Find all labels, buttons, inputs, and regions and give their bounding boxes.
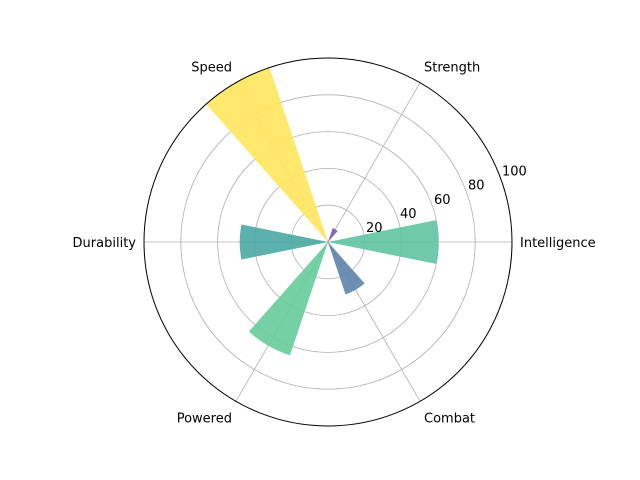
category-label-intelligence: Intelligence — [520, 236, 596, 251]
bar-durability — [239, 224, 328, 260]
r-tick-label-60: 60 — [434, 193, 451, 208]
category-label-combat: Combat — [424, 411, 475, 426]
r-tick-label-20: 20 — [366, 221, 383, 236]
category-label-powered: Powered — [177, 411, 232, 426]
polar-frame — [143, 57, 513, 427]
bar-intelligence — [328, 220, 439, 264]
r-tick-label-40: 40 — [400, 207, 417, 222]
category-label-speed: Speed — [191, 61, 232, 76]
frame-layer — [143, 57, 513, 427]
bar-strength — [328, 228, 338, 242]
category-label-strength: Strength — [424, 61, 480, 76]
grid-spoke-1 — [327, 82, 421, 243]
labels-layer: 20 40 60 80 100 Intelligence Strength Speed Dura… — [73, 61, 596, 427]
r-tick-label-100: 100 — [502, 165, 527, 180]
category-label-durability: Durability — [73, 236, 137, 251]
bars-layer — [206, 67, 439, 356]
r-tick-label-80: 80 — [468, 179, 485, 194]
bar-speed — [206, 67, 328, 242]
bar-powered — [248, 242, 328, 356]
bar-combat — [328, 242, 365, 295]
